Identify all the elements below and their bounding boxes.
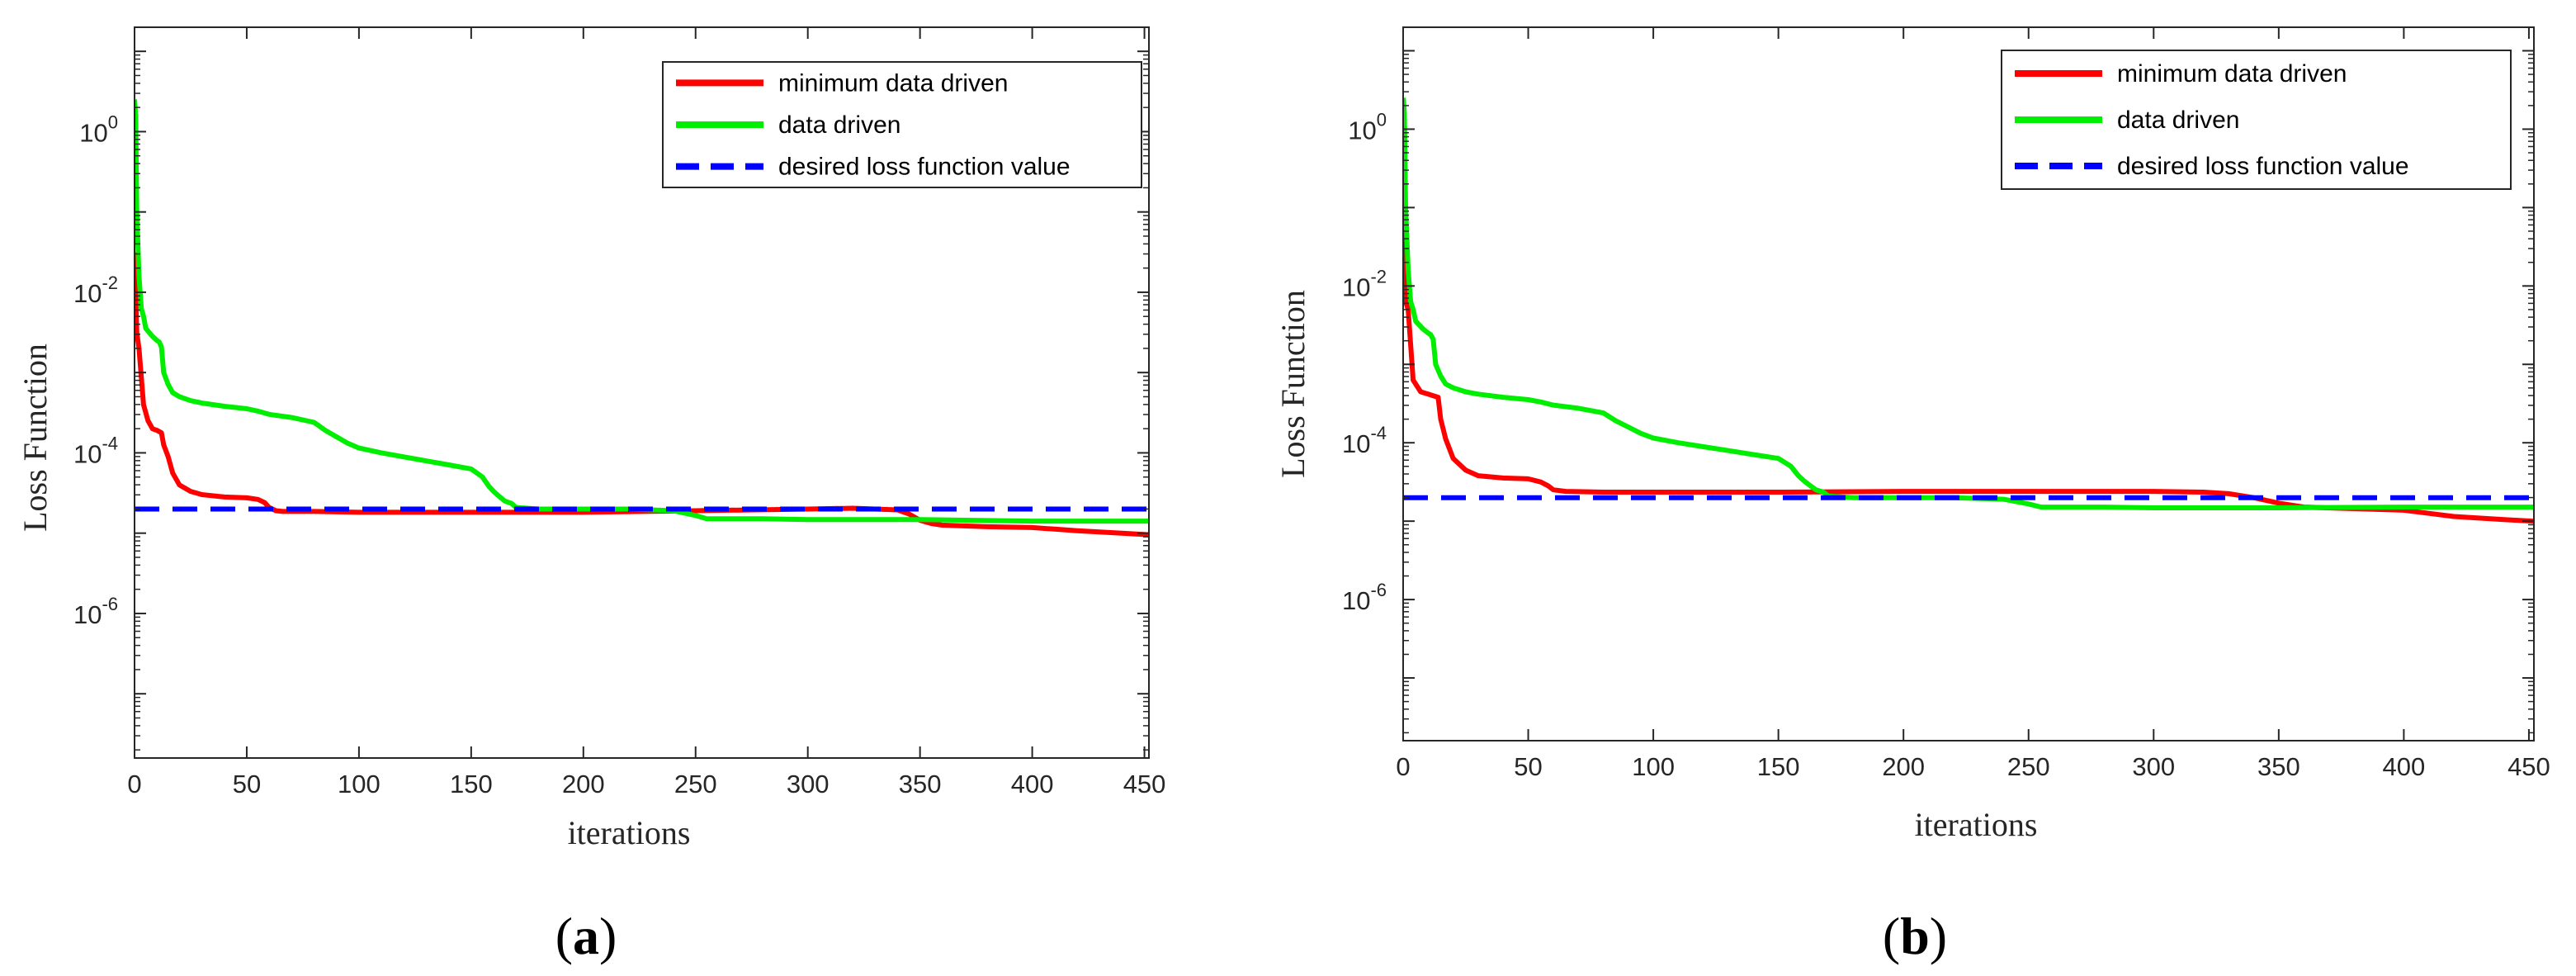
x-tick-label-a: 50	[233, 770, 261, 798]
legend-label-b-3: desired loss function value	[2117, 153, 2409, 180]
x-tick-label-a: 300	[787, 770, 830, 798]
y-tick-label-a: 100	[79, 111, 118, 147]
y-tick-label-b: 10-2	[1342, 266, 1387, 301]
x-tick-label-a: 100	[338, 770, 380, 798]
y-axis-label-b: Loss Function	[1274, 290, 1312, 478]
series-line-a-2	[135, 99, 1149, 524]
x-axis-label-a: iterations	[568, 814, 691, 851]
x-tick-label-b: 300	[2132, 752, 2175, 781]
y-tick-label-a: 10-4	[73, 433, 118, 468]
y-tick-label-a: 10-6	[73, 594, 118, 629]
x-tick-label-b: 450	[2507, 752, 2550, 781]
chart-panel-b: Loss Function iterations (b) 0 50 100 150 20…	[1274, 26, 2550, 965]
chart-panel-a: Loss Function iterations (a) 0 50 100 150 20…	[17, 26, 1166, 965]
legend-label-b-1: minimum data driven	[2117, 60, 2347, 88]
caption-b: (b)	[1883, 907, 1947, 965]
legend-label-a-1: minimum data driven	[778, 69, 1008, 97]
series-line-b-1	[1403, 223, 2534, 524]
x-tick-label-a: 0	[127, 770, 141, 798]
y-axis-label-a: Loss Function	[17, 343, 54, 532]
x-tick-label-a: 150	[450, 770, 493, 798]
x-axis-label-b: iterations	[1915, 806, 2038, 843]
y-tick-label-b: 100	[1348, 109, 1387, 145]
plot-frame-a	[134, 26, 1150, 759]
y-tick-label-b: 10-6	[1342, 580, 1387, 615]
series-line-a-1	[135, 252, 1149, 538]
x-tick-label-a: 450	[1123, 770, 1166, 798]
legend-label-a-3: desired loss function value	[778, 154, 1071, 181]
x-tick-label-b: 350	[2257, 752, 2300, 781]
x-tick-label-a: 200	[562, 770, 605, 798]
x-tick-label-b: 50	[1514, 752, 1542, 781]
x-tick-label-b: 150	[1757, 752, 1800, 781]
x-tick-label-b: 100	[1632, 752, 1675, 781]
y-tick-label-a: 10-2	[73, 272, 118, 308]
legend-label-b-2: data driven	[2117, 107, 2239, 134]
plot-frame-b	[1402, 26, 2535, 741]
x-tick-label-a: 400	[1011, 770, 1054, 798]
y-tick-label-b: 10-4	[1342, 423, 1387, 458]
x-tick-label-b: 250	[2007, 752, 2050, 781]
x-tick-label-b: 400	[2383, 752, 2426, 781]
x-tick-label-b: 200	[1882, 752, 1925, 781]
caption-a: (a)	[555, 907, 617, 965]
x-tick-label-b: 0	[1396, 752, 1410, 781]
legend-label-a-2: data driven	[778, 111, 900, 139]
x-tick-label-a: 350	[899, 770, 942, 798]
x-tick-label-a: 250	[674, 770, 717, 798]
